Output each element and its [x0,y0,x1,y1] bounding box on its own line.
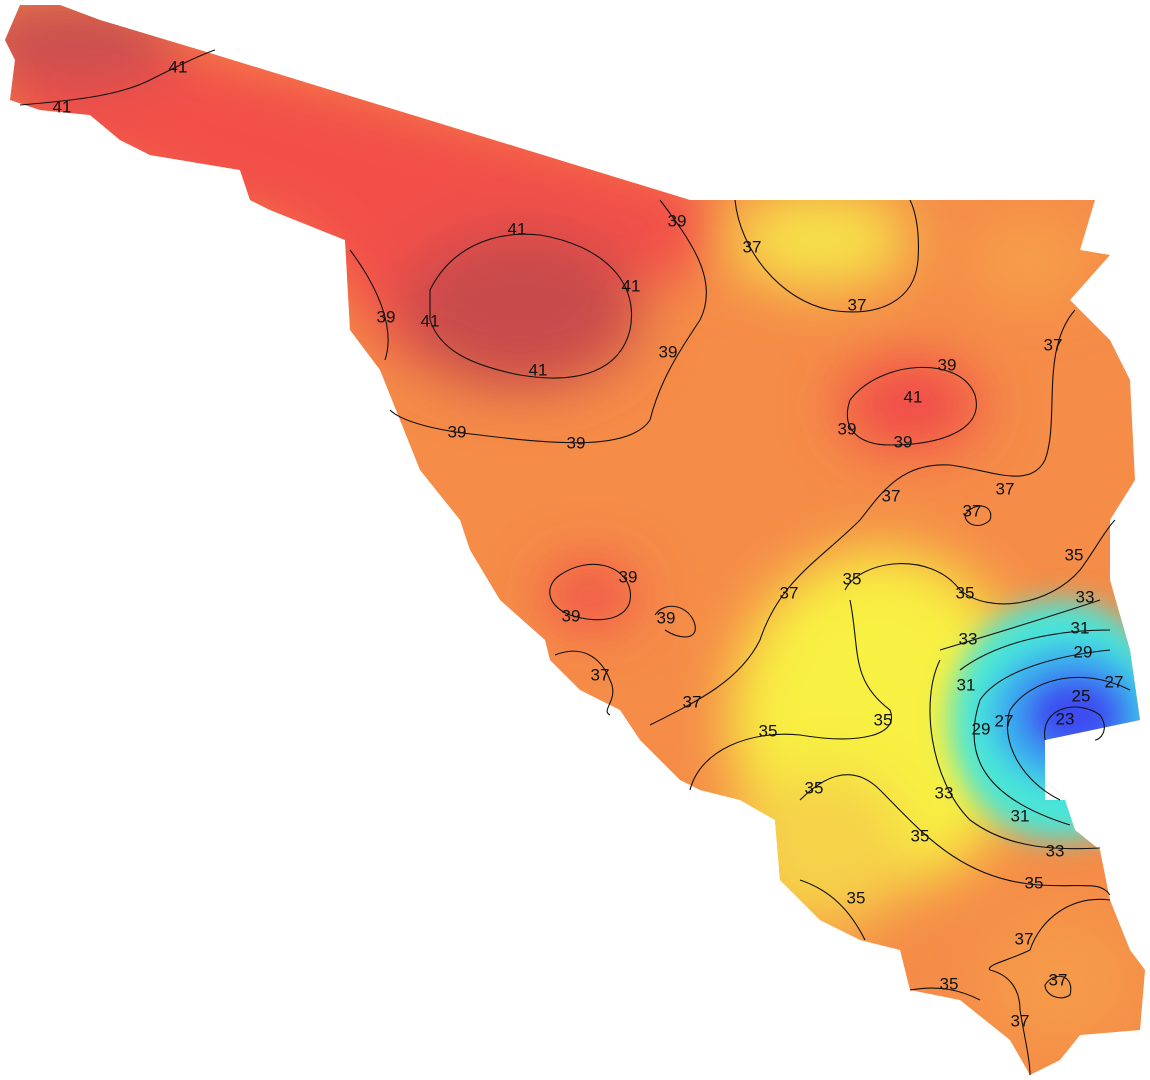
isolines [19,49,1131,1076]
contour-label: 39 [838,419,857,438]
contour-label: 39 [938,355,957,374]
contour-label: 23 [1056,709,1075,728]
contour-label: 35 [911,826,930,845]
contour-label: 31 [1011,806,1030,825]
contour-label: 41 [421,311,440,330]
contour-label: 39 [448,422,467,441]
contour-label: 39 [377,307,396,326]
contour-label: 37 [848,295,867,314]
contour-label: 37 [683,692,702,711]
contour-label: 39 [894,432,913,451]
contour-label: 39 [657,608,676,627]
contour-label: 29 [1074,642,1093,661]
contour-labels: 41 41 41 41 41 41 39 39 39 39 39 39 41 39 39 37 37 37 37 37… [53,57,1124,1030]
contour-label: 41 [622,276,641,295]
contour-label: 41 [904,387,923,406]
contour-label: 33 [935,783,954,802]
contour-label: 35 [847,888,866,907]
contour-label: 41 [508,219,527,238]
contour-label: 33 [959,629,978,648]
contour-label: 35 [805,778,824,797]
contour-label: 27 [995,711,1014,730]
contour-label: 39 [562,606,581,625]
contour-label: 41 [529,360,548,379]
contour-label: 37 [743,237,762,256]
contour-label: 37 [1049,970,1068,989]
contour-label: 31 [957,675,976,694]
contour-label: 33 [1046,841,1065,860]
contour-label: 39 [619,567,638,586]
contour-label: 37 [882,486,901,505]
contour-label: 41 [169,57,188,76]
contour-label: 35 [956,583,975,602]
contour-label: 37 [780,583,799,602]
contour-label: 35 [843,569,862,588]
contour-label: 39 [567,433,586,452]
contour-label: 37 [963,501,982,520]
contour-label: 27 [1105,672,1124,691]
contour-label: 35 [1065,545,1084,564]
contour-label: 37 [1011,1011,1030,1030]
contour-label: 29 [972,719,991,738]
contour-label: 41 [53,97,72,116]
contour-label: 35 [759,721,778,740]
contour-label: 35 [874,710,893,729]
contour-label: 35 [1025,873,1044,892]
contour-label: 37 [591,665,610,684]
contour-label: 31 [1071,618,1090,637]
contour-label: 39 [659,342,678,361]
contour-label: 33 [1076,587,1095,606]
contour-label: 37 [1015,929,1034,948]
contour-label: 37 [996,479,1015,498]
contour-label: 37 [1044,335,1063,354]
contour-label: 39 [668,211,687,230]
contour-label: 35 [940,974,959,993]
contour-label: 25 [1072,686,1091,705]
